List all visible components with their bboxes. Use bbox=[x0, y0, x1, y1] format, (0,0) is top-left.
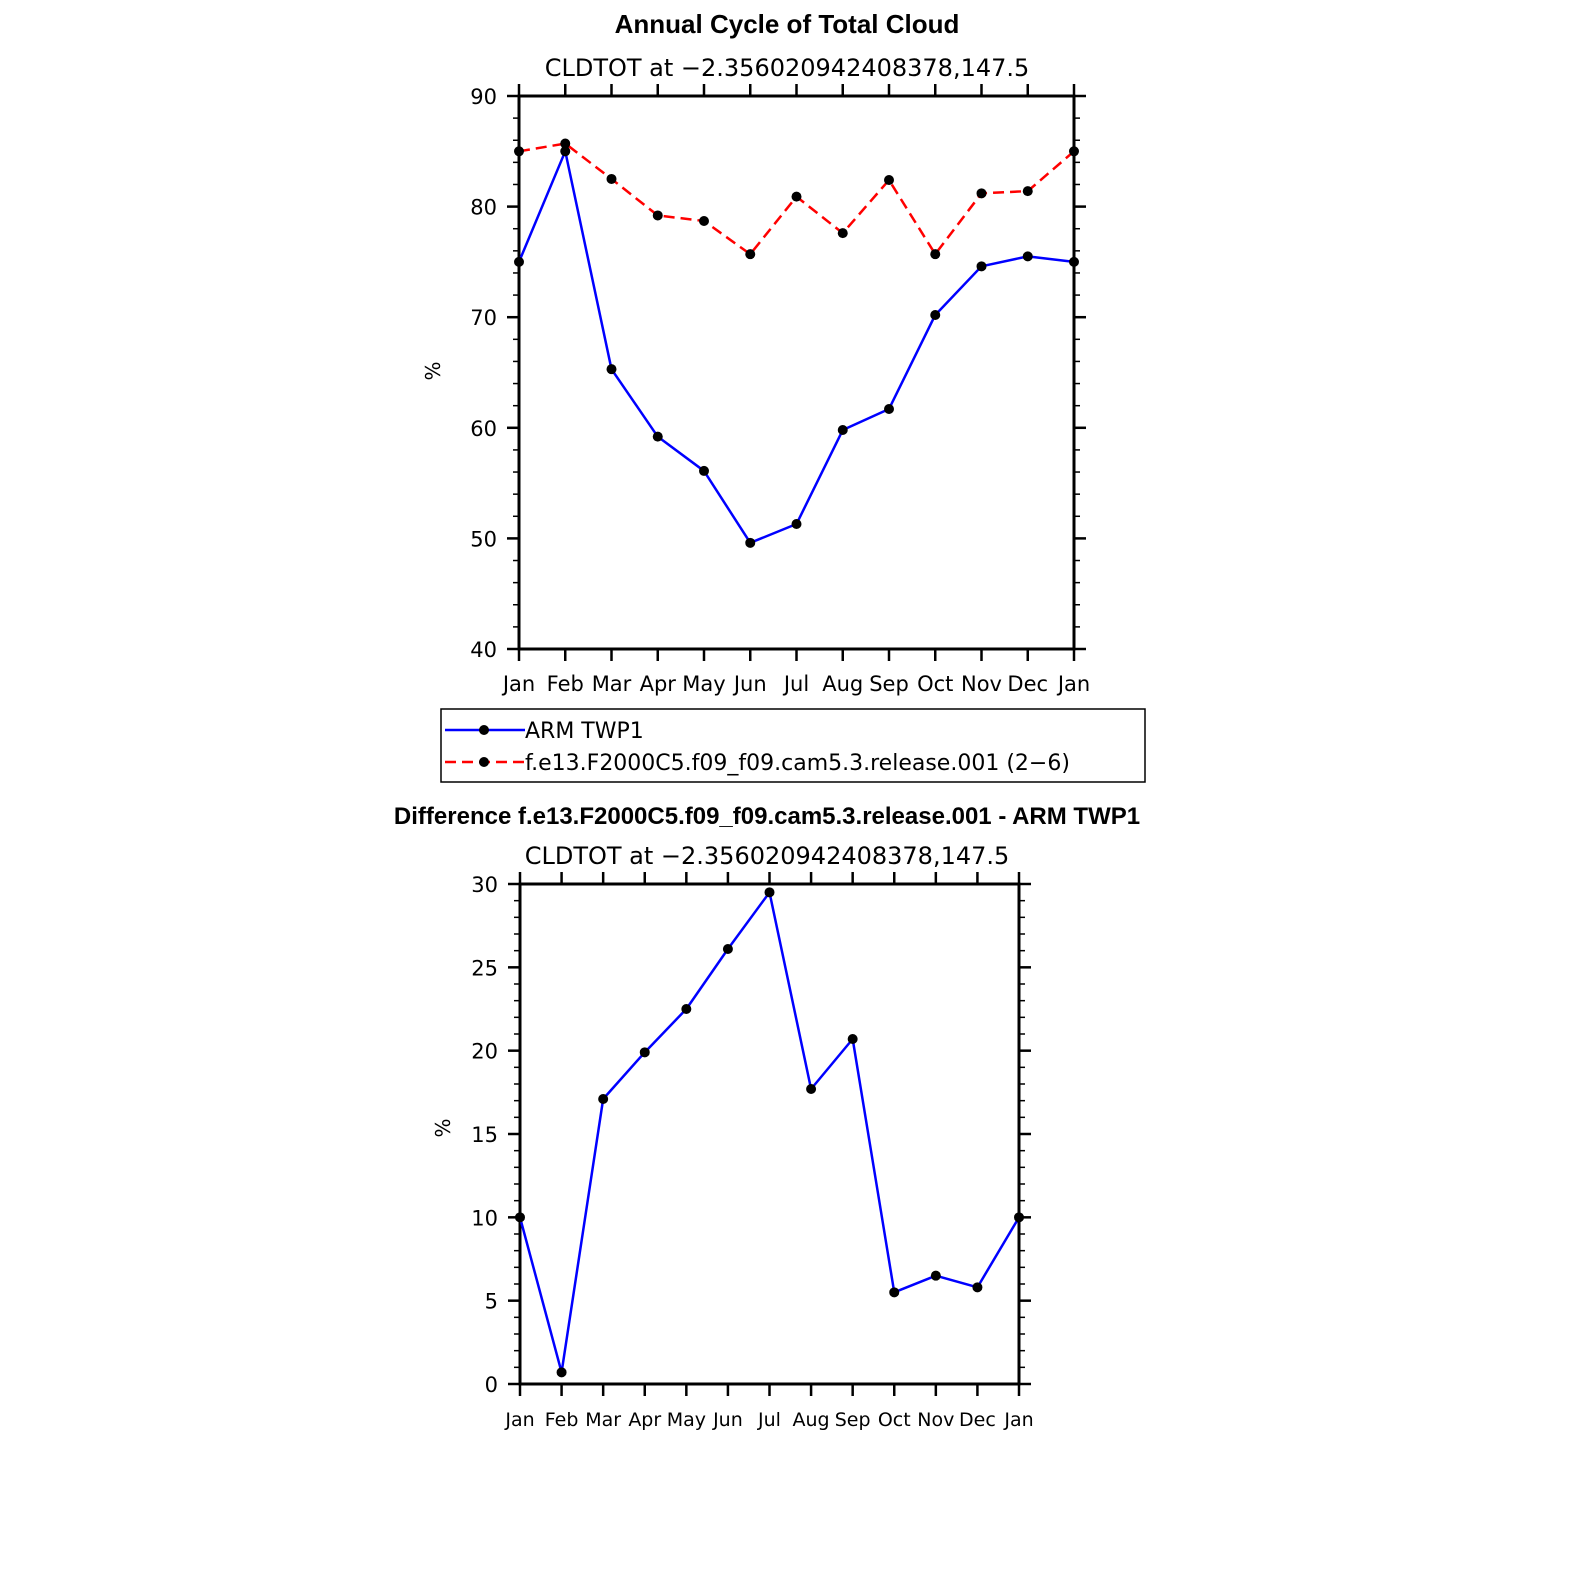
p0-series-1-point bbox=[560, 138, 571, 149]
top-chart-subtitle: CLDTOT at −2.356020942408378,147.5 bbox=[545, 54, 1030, 82]
p0-ytick-label: 70 bbox=[470, 306, 497, 330]
p0-xtick-label: Jan bbox=[501, 672, 535, 696]
p0-series-1-point bbox=[745, 249, 756, 260]
p1-ytick-label: 10 bbox=[471, 1206, 498, 1230]
top-y-axis-label: % bbox=[421, 361, 445, 380]
p0-series-1-point bbox=[514, 146, 524, 157]
p0-series-0-point bbox=[1069, 256, 1079, 267]
p0-series-1-point bbox=[652, 210, 663, 221]
p0-ytick-label: 50 bbox=[470, 527, 497, 551]
p0-series-0-point bbox=[652, 431, 663, 442]
p1-series-0-point bbox=[639, 1047, 650, 1058]
p0-series-0-point bbox=[514, 256, 524, 267]
p1-series-0-point bbox=[930, 1270, 941, 1281]
p0-xtick-label: Mar bbox=[592, 672, 632, 696]
legend-box bbox=[440, 708, 1146, 783]
p1-ytick-label: 15 bbox=[471, 1123, 498, 1147]
legend-marker-obs bbox=[479, 725, 489, 735]
p0-series-line-0 bbox=[517, 150, 1075, 545]
p0-ytick-label: 40 bbox=[470, 638, 497, 662]
p1-xtick-label: Nov bbox=[917, 1409, 954, 1431]
p1-series-line-0 bbox=[518, 891, 1021, 1374]
p0-series-0-point bbox=[976, 261, 987, 272]
p1-ytick-label: 25 bbox=[471, 956, 498, 980]
p0-xtick-label: Sep bbox=[869, 672, 909, 696]
top-chart-title: Annual Cycle of Total Cloud bbox=[615, 9, 960, 39]
p0-xtick-label: Aug bbox=[822, 672, 863, 696]
p0-series-0-point bbox=[1022, 251, 1033, 262]
legend-marker-model bbox=[479, 757, 489, 767]
p1-xtick-label: Jan bbox=[504, 1409, 534, 1431]
p0-frame bbox=[517, 94, 1076, 651]
bottom-chart-subtitle: CLDTOT at −2.356020942408378,147.5 bbox=[525, 842, 1010, 870]
p1-xtick-label: Jul bbox=[757, 1409, 781, 1431]
p0-xtick-label: Jul bbox=[782, 672, 809, 696]
p1-xtick-label: Dec bbox=[959, 1409, 996, 1431]
p1-ytick-label: 5 bbox=[485, 1290, 498, 1314]
p0-series-0-point bbox=[884, 403, 894, 414]
p1-xtick-label: Sep bbox=[835, 1409, 871, 1431]
p1-ytick-label: 30 bbox=[471, 873, 498, 897]
legend: ARM TWP1 f.e13.F2000C5.f09_f09.cam5.3.re… bbox=[440, 708, 1146, 783]
p1-series-0-point bbox=[972, 1282, 983, 1293]
p0-xtick-label: Apr bbox=[640, 672, 677, 696]
p1-series-0-point bbox=[515, 1212, 525, 1223]
p0-xtick-label: Jun bbox=[732, 672, 767, 696]
bottom-chart-title: Difference f.e13.F2000C5.f09_f09.cam5.3.… bbox=[394, 803, 1140, 830]
p1-series-0-point bbox=[556, 1367, 567, 1378]
p0-series-1-point bbox=[699, 215, 709, 226]
p1-ytick-label: 20 bbox=[471, 1040, 498, 1064]
p0-series-0-point bbox=[930, 309, 941, 320]
legend-label-model: f.e13.F2000C5.f09_f09.cam5.3.release.001… bbox=[525, 751, 1070, 776]
p1-frame bbox=[518, 882, 1021, 1386]
p0-series-1-point bbox=[1022, 186, 1033, 197]
p1-xtick-label: May bbox=[667, 1409, 706, 1431]
p0-xtick-label: Nov bbox=[961, 672, 1002, 696]
p1-series-0-point bbox=[806, 1084, 817, 1094]
p0-series-1-point bbox=[884, 175, 894, 186]
p1-xtick-label: Mar bbox=[585, 1409, 621, 1431]
p0-series-0-point bbox=[837, 425, 848, 436]
p0-xtick-label: Oct bbox=[917, 672, 953, 696]
p1-series-0-point bbox=[764, 887, 775, 898]
p1-xtick-label: Apr bbox=[628, 1409, 661, 1431]
p1-xtick-label: Feb bbox=[545, 1409, 579, 1431]
p0-xtick-label: Feb bbox=[547, 672, 584, 696]
p0-series-1-point bbox=[791, 191, 802, 202]
p0-series-1-point bbox=[930, 249, 941, 260]
p1-series-0-point bbox=[681, 1004, 692, 1014]
p0-series-1-point bbox=[606, 173, 617, 184]
bottom-y-axis-label: % bbox=[431, 1118, 455, 1137]
bottom-plot-area: 0 5 10 15 20 25 30 Jan Feb Mar Apr May Jun Jul Aug Sep O… bbox=[471, 872, 1034, 1431]
p0-ytick-label: 90 bbox=[470, 85, 497, 109]
p0-series-1-point bbox=[976, 188, 987, 199]
p1-xtick-label: Oct bbox=[878, 1409, 911, 1431]
legend-label-obs: ARM TWP1 bbox=[525, 719, 644, 744]
p0-series-1-point bbox=[1069, 146, 1079, 157]
p0-series-0-point bbox=[560, 146, 571, 157]
p0-xtick-label: Dec bbox=[1007, 672, 1048, 696]
p0-ytick-label: 60 bbox=[470, 417, 497, 441]
p0-xtick-label: Jan bbox=[1056, 672, 1090, 696]
p0-series-0-point bbox=[745, 537, 756, 548]
p1-series-0-point bbox=[722, 944, 733, 954]
p1-series-0-point bbox=[889, 1287, 900, 1298]
p1-series-0-point bbox=[847, 1034, 858, 1044]
p1-xtick-label: Jan bbox=[1003, 1409, 1033, 1431]
p0-series-0-point bbox=[606, 364, 617, 375]
p1-xtick-label: Jun bbox=[712, 1409, 743, 1431]
p1-ytick-label: 0 bbox=[485, 1373, 498, 1397]
p0-xtick-label: May bbox=[682, 672, 725, 696]
p0-series-1-point bbox=[837, 228, 848, 239]
p0-series-0-point bbox=[791, 519, 802, 530]
p1-xtick-label: Aug bbox=[793, 1409, 830, 1431]
top-plot-area: 40 50 60 70 80 90 Jan Feb Mar Apr May Jun Jul Aug Sep O… bbox=[470, 84, 1090, 696]
p1-series-0-point bbox=[598, 1094, 609, 1104]
p1-series-0-point bbox=[1014, 1212, 1024, 1223]
p0-series-0-point bbox=[699, 465, 709, 476]
p0-ytick-label: 80 bbox=[470, 196, 497, 220]
